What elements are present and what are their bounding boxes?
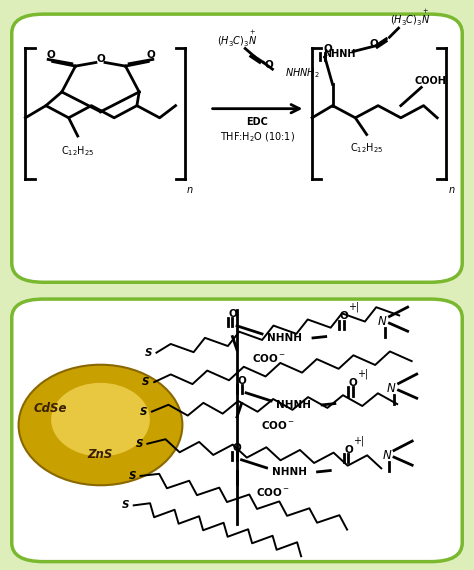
Text: O: O <box>146 51 155 60</box>
Text: $(H_3C)_3\overset{+}{N}$: $(H_3C)_3\overset{+}{N}$ <box>217 28 257 49</box>
Text: CdSe: CdSe <box>34 402 67 416</box>
FancyBboxPatch shape <box>12 14 462 282</box>
Text: $NHNH_2$: $NHNH_2$ <box>285 66 319 80</box>
Text: O: O <box>349 378 357 389</box>
Text: O: O <box>344 445 353 455</box>
Text: S: S <box>142 377 150 387</box>
Text: O: O <box>339 311 348 321</box>
Text: S: S <box>128 471 136 481</box>
Text: +|: +| <box>353 436 364 446</box>
Text: O: O <box>237 376 246 386</box>
Text: O: O <box>324 44 332 54</box>
Text: O: O <box>46 51 55 60</box>
Text: THF:H$_2$O (10:1): THF:H$_2$O (10:1) <box>220 131 295 144</box>
Text: EDC: EDC <box>246 117 268 127</box>
Text: NHNH: NHNH <box>272 467 307 477</box>
Text: O: O <box>96 54 105 63</box>
Text: COO$^-$: COO$^-$ <box>252 352 286 364</box>
Text: O: O <box>369 39 378 49</box>
Text: COO$^-$: COO$^-$ <box>261 419 295 431</box>
Ellipse shape <box>50 382 151 457</box>
Text: NHNH: NHNH <box>276 400 311 410</box>
Text: $(H_3C)_3\overset{+}{N}$: $(H_3C)_3\overset{+}{N}$ <box>390 7 430 27</box>
Text: $\mathrm{C_{12}H_{25}}$: $\mathrm{C_{12}H_{25}}$ <box>61 144 94 158</box>
Text: $N$: $N$ <box>386 382 397 396</box>
Text: n: n <box>448 185 455 195</box>
Text: S: S <box>136 439 143 449</box>
Text: ZnS: ZnS <box>88 448 113 461</box>
Text: $\mathrm{C_{12}H_{25}}$: $\mathrm{C_{12}H_{25}}$ <box>350 141 383 155</box>
Text: O: O <box>233 443 241 453</box>
Text: O: O <box>228 309 237 319</box>
Text: +|: +| <box>357 369 369 380</box>
Text: NHNH: NHNH <box>267 333 302 343</box>
Text: COOH: COOH <box>414 76 447 86</box>
Text: S: S <box>140 406 147 417</box>
Text: $N$: $N$ <box>382 449 392 462</box>
Text: NHNH: NHNH <box>323 49 356 59</box>
Text: +|: +| <box>348 302 360 312</box>
Text: O: O <box>264 60 273 70</box>
Ellipse shape <box>18 365 182 485</box>
Text: S: S <box>122 500 129 510</box>
Text: COO$^-$: COO$^-$ <box>256 486 291 498</box>
Text: $N$: $N$ <box>377 315 388 328</box>
Text: S: S <box>145 348 152 357</box>
Text: n: n <box>187 185 193 195</box>
FancyBboxPatch shape <box>12 299 462 561</box>
